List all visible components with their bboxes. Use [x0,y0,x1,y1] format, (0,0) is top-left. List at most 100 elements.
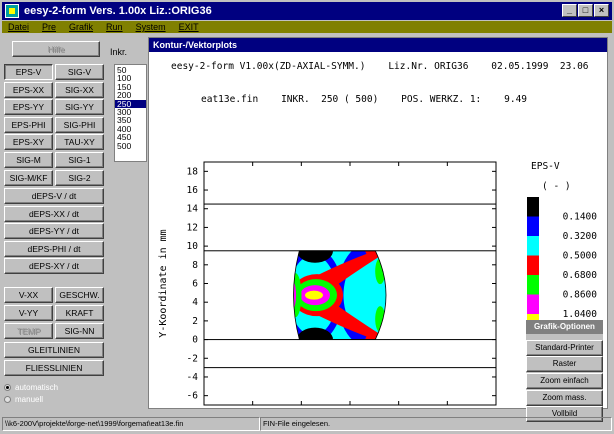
contour-band [305,290,324,300]
plot-window-title: Kontur-/Vektorplots [149,38,607,52]
v-xx-button[interactable]: V-XX [4,287,53,303]
geschw-button[interactable]: GESCHW. [55,287,104,303]
legend-label: 0.1400 [563,212,598,223]
increment-item[interactable]: 300 [117,106,132,117]
sig-1-button[interactable]: SIG-1 [55,152,104,168]
status-bar: \\k6-200V\projekte\forge-net\1999\forgem… [2,417,612,431]
menu-pre[interactable]: Pre [42,22,57,32]
zoom-einfach-button[interactable]: Zoom einfach [526,373,603,389]
y-tick-label: 8 [192,260,198,271]
kraft-button[interactable]: KRAFT [55,305,104,321]
menu-datei[interactable]: Datei [8,22,30,32]
vollbild-button[interactable]: Vollbild [526,406,603,422]
status-message: FIN-File eingelesen. [260,417,612,431]
legend-label: 0.5000 [563,251,598,262]
y-tick-label: -4 [187,372,199,383]
menu-run[interactable]: Run [106,22,123,32]
legend-label: 0.6800 [563,270,598,281]
legend-swatch [527,294,539,314]
deps-xx-dt-button[interactable]: dEPS-XX / dt [4,205,104,222]
legend-swatch [527,216,539,236]
y-tick-label: 10 [187,241,199,252]
increment-item[interactable]: 250 [115,99,146,108]
y-tick-label: -6 [187,391,199,402]
deps-phi-dt-button[interactable]: dEPS-PHI / dt [4,240,104,257]
radio-dot-icon [4,384,11,391]
increment-item[interactable]: 50 [117,65,127,75]
v-yy-button[interactable]: V-YY [4,305,53,321]
eps-xx-button[interactable]: EPS-XX [4,81,53,98]
hilfe-button[interactable]: Hilfe [12,41,100,57]
sig-yy-button[interactable]: SIG-YY [55,99,104,116]
upper-die [203,203,497,252]
menu-exit[interactable]: EXIT [178,22,199,32]
plot-header-line-2: eat13e.fin INKR. 250 ( 500) POS. WERKZ. … [201,94,528,105]
legend-swatch [527,197,539,217]
status-file-path: \\k6-200V\projekte\forge-net\1999\forgem… [2,417,260,431]
increment-item[interactable]: 200 [117,90,132,101]
y-tick-label: 2 [192,316,198,327]
eps-yy-button[interactable]: EPS-YY [4,99,53,116]
eps-xy-button[interactable]: EPS-XY [4,134,53,151]
fliesslinien-button[interactable]: FLIESSLINIEN [4,360,104,376]
contour-band [297,327,334,340]
menu-system[interactable]: System [135,22,166,32]
app-icon[interactable] [5,4,19,18]
y-tick-label: 18 [187,166,199,177]
increment-item[interactable]: 150 [117,81,132,92]
y-tick-label: 14 [187,204,199,215]
menu-bar: Datei Pre Grafik Run System EXIT [2,21,612,33]
legend-swatch [527,255,539,275]
radio-manuell[interactable]: manuell [4,395,43,404]
close-button[interactable]: × [594,4,609,17]
radio-automatisch-label: automatisch [15,383,59,392]
eps-v-button[interactable]: EPS-V [4,64,53,80]
minimize-button[interactable]: _ [562,4,577,17]
radio-dot-icon [4,396,11,403]
sig-nn-button[interactable]: SIG-NN [55,323,104,339]
menu-grafik[interactable]: Grafik [69,22,94,32]
gleitlinien-button[interactable]: GLEITLINIEN [4,342,104,358]
standard-printer-button[interactable]: Standard-Printer [526,340,603,356]
sig-m-kf-button[interactable]: SIG-M/KF [4,169,53,186]
legend-label: 0.3200 [563,231,598,242]
temp-button[interactable]: TEMP [4,323,53,339]
sig-2-button[interactable]: SIG-2 [55,169,104,186]
y-tick-label: 4 [192,297,198,308]
y-tick-label: 6 [192,279,198,290]
contour-band [297,250,334,263]
increment-item[interactable]: 350 [117,115,132,126]
lower-die [203,339,497,369]
eps-phi-button[interactable]: EPS-PHI [4,116,53,133]
tau-xy-button[interactable]: TAU-XY [55,134,104,151]
increment-list[interactable]: 50 100 150 200 250 300 350 400 450 500 [114,64,147,162]
y-axis-label: Y-Koordinate in mm [158,229,169,337]
result-selection-panel: Hilfe Inkr. 50 100 150 200 250 300 350 400 450 50… [2,36,147,410]
y-tick-label: 0 [192,335,198,346]
deps-xy-dt-button[interactable]: dEPS-XY / dt [4,258,104,275]
increment-item[interactable]: 450 [117,132,132,143]
maximize-button[interactable]: □ [578,4,593,17]
raster-button[interactable]: Raster [526,356,603,372]
sig-phi-button[interactable]: SIG-PHI [55,116,104,133]
legend-label: 1.0400 [563,309,598,320]
graphics-options-panel: Grafik-Optionen Standard-Printer Raster … [526,320,603,422]
increment-item[interactable]: 500 [117,140,132,151]
window-title: eesy-2-form Vers. 1.00x Liz.:ORIG36 [24,5,212,17]
legend-label: 0.8600 [563,290,598,301]
graphics-options-title: Grafik-Optionen [526,320,603,334]
radio-automatisch[interactable]: automatisch [4,383,58,392]
y-tick-label: 16 [187,185,199,196]
title-bar: eesy-2-form Vers. 1.00x Liz.:ORIG36 _ □ … [2,2,612,20]
deps-v-dt-button[interactable]: dEPS-V / dt [4,188,104,204]
plot-header-line-1: eesy-2-form V1.00x(ZD-AXIAL-SYMM.) Liz.N… [171,61,589,72]
increment-item[interactable]: 400 [117,123,132,134]
legend-title: EPS-V [531,161,560,172]
zoom-mass-button[interactable]: Zoom mass. [526,390,603,406]
sig-xx-button[interactable]: SIG-XX [55,81,104,98]
increment-item[interactable]: 100 [117,73,132,84]
sig-m-button[interactable]: SIG-M [4,152,53,168]
deps-yy-dt-button[interactable]: dEPS-YY / dt [4,223,104,240]
sig-v-button[interactable]: SIG-V [55,64,104,80]
